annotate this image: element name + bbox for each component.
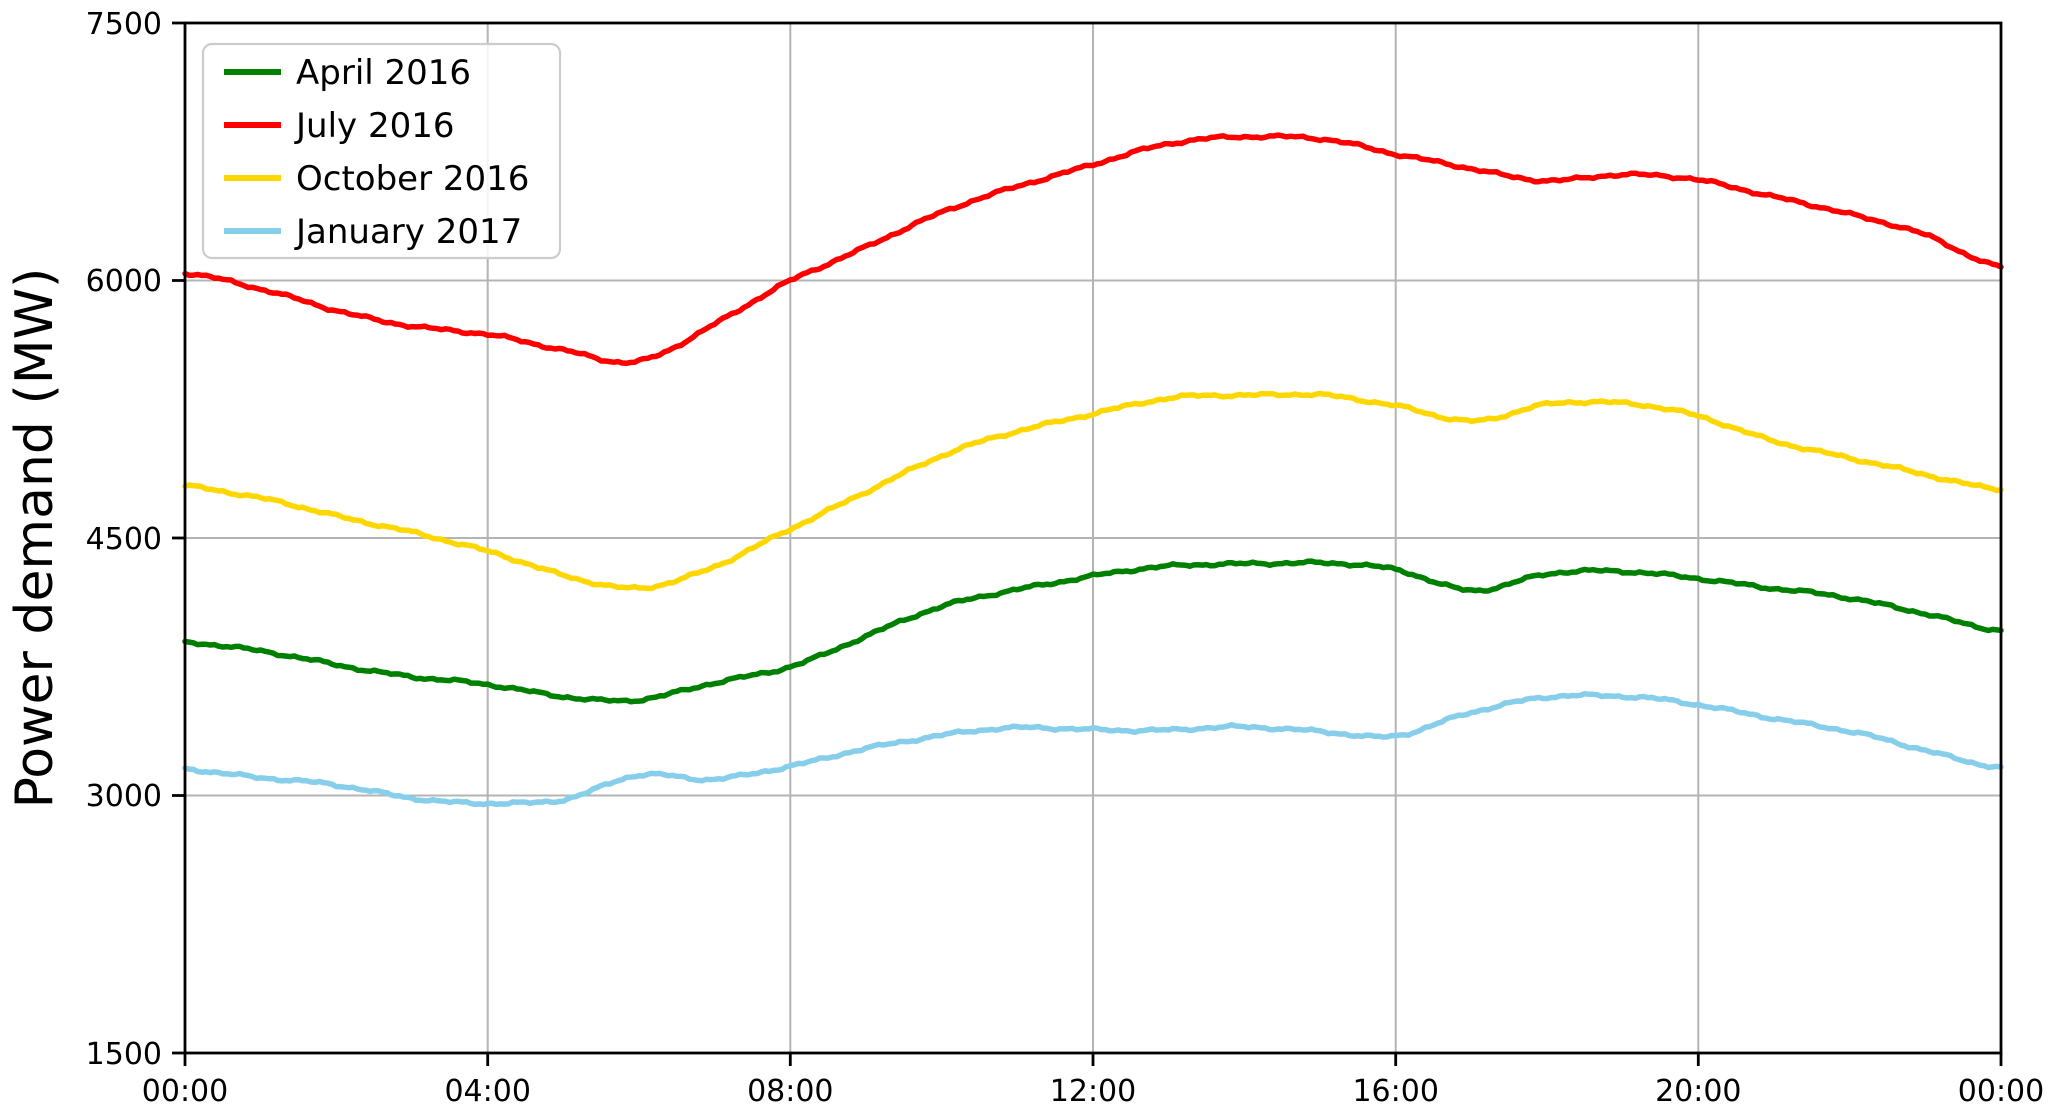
x-tick-label-0: 00:00 [142, 1074, 228, 1109]
series-line-july-2016 [182, 132, 2004, 367]
y-tick-label-7500: 7500 [86, 7, 162, 42]
series-line-april-2016 [182, 558, 2004, 705]
y-tick-labels: 7500 6000 4500 3000 1500 [86, 7, 162, 1072]
legend-label-january-2017: January 2017 [294, 212, 522, 252]
y-tick-label-3000: 3000 [86, 779, 162, 814]
legend-box [201, 42, 562, 260]
x-tick-label-3: 12:00 [1050, 1074, 1136, 1109]
x-tick-label-6: 00:00 [1958, 1074, 2044, 1109]
legend-label-october-2016: October 2016 [296, 159, 529, 199]
x-tick-label-1: 04:00 [444, 1074, 530, 1109]
series-line-october-2016 [182, 390, 2004, 592]
x-tick-label-4: 16:00 [1352, 1074, 1438, 1109]
series-lines [182, 132, 2004, 808]
y-axis-title: Power demand (MW) [5, 268, 65, 809]
series-line-january-2017 [182, 690, 2004, 808]
legend-label-july-2016: July 2016 [294, 106, 454, 146]
y-tick-label-6000: 6000 [86, 264, 162, 299]
tick-marks [172, 21, 2003, 1066]
legend-label-april-2016: April 2016 [296, 53, 471, 93]
y-tick-label-1500: 1500 [86, 1037, 162, 1072]
y-tick-label-4500: 4500 [86, 522, 162, 557]
x-tick-labels: 00:00 04:00 08:00 12:00 16:00 20:00 00:0… [142, 1074, 2044, 1109]
legend: April 2016 July 2016 October 2016 Januar… [201, 42, 562, 260]
x-tick-label-5: 20:00 [1655, 1074, 1741, 1109]
x-tick-label-2: 08:00 [747, 1074, 833, 1109]
